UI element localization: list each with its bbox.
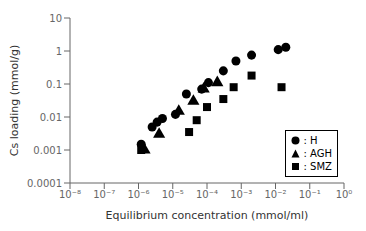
svg-text:1: 1 <box>56 46 62 57</box>
svg-text:10⁻²: 10⁻² <box>264 189 286 200</box>
svg-text:10⁻⁷: 10⁻⁷ <box>93 189 115 200</box>
html-text:: H: : H <box>303 135 318 146</box>
svg-text:0.01: 0.01 <box>40 112 62 123</box>
svg-text:10⁻⁴: 10⁻⁴ <box>196 189 218 200</box>
html-text:: SMZ: : SMZ <box>303 161 332 172</box>
svg-text:10⁰: 10⁰ <box>336 189 353 200</box>
svg-text:0.001: 0.001 <box>33 145 62 156</box>
svg-text:Cs loading (mmol/g): Cs loading (mmol/g) <box>8 45 21 156</box>
svg-text:10: 10 <box>49 13 62 24</box>
svg-text:10⁻⁶: 10⁻⁶ <box>127 189 149 200</box>
svg-text:10⁻⁵: 10⁻⁵ <box>162 189 184 200</box>
svg-text:0.1: 0.1 <box>46 79 62 90</box>
svg-text:10⁻¹: 10⁻¹ <box>299 189 321 200</box>
svg-text:10⁻³: 10⁻³ <box>230 189 252 200</box>
svg-text:Equilibrium concentration (mmo: Equilibrium concentration (mmol/ml) <box>106 209 309 222</box>
svg-text:10⁻⁸: 10⁻⁸ <box>59 189 81 200</box>
html-text:: AGH: : AGH <box>303 148 332 159</box>
svg-text:0.0001: 0.0001 <box>27 178 62 189</box>
